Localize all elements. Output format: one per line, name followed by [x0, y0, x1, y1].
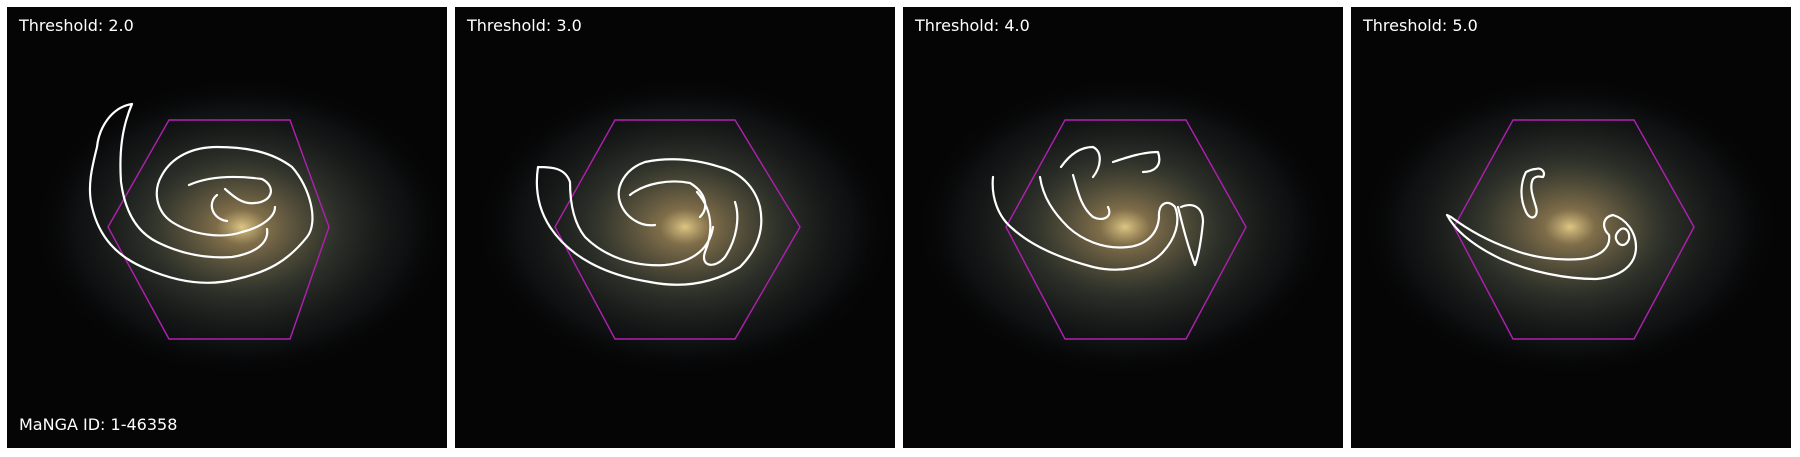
panel-threshold-3: Threshold: 3.0 — [455, 7, 895, 448]
threshold-label: Threshold: 5.0 — [1363, 16, 1478, 35]
galaxy-image — [475, 77, 895, 377]
threshold-label: Threshold: 3.0 — [467, 16, 582, 35]
ifu-hexagon — [554, 119, 801, 340]
panel-threshold-4: Threshold: 4.0 — [903, 7, 1343, 448]
spiral-contour — [991, 145, 1205, 271]
spiral-contour — [535, 158, 763, 286]
galaxy-glow — [915, 77, 1335, 377]
spiral-contour — [88, 102, 314, 284]
galaxy-image — [915, 77, 1335, 377]
threshold-label: Threshold: 4.0 — [915, 16, 1030, 35]
ifu-hexagon — [1005, 119, 1247, 340]
galaxy-image — [32, 77, 447, 377]
galaxy-glow — [32, 77, 447, 377]
panel-threshold-2: Threshold: 2.0 MaNGA ID: 1-46358 — [7, 7, 447, 448]
ifu-hexagon — [107, 119, 330, 340]
manga-id-label: MaNGA ID: 1-46358 — [19, 415, 178, 434]
galaxy-image — [1360, 77, 1780, 377]
threshold-label: Threshold: 2.0 — [19, 16, 134, 35]
spiral-contour — [1445, 167, 1638, 281]
galaxy-glow — [1360, 77, 1780, 377]
galaxy-glow — [475, 77, 895, 377]
panel-threshold-5: Threshold: 5.0 — [1351, 7, 1791, 448]
